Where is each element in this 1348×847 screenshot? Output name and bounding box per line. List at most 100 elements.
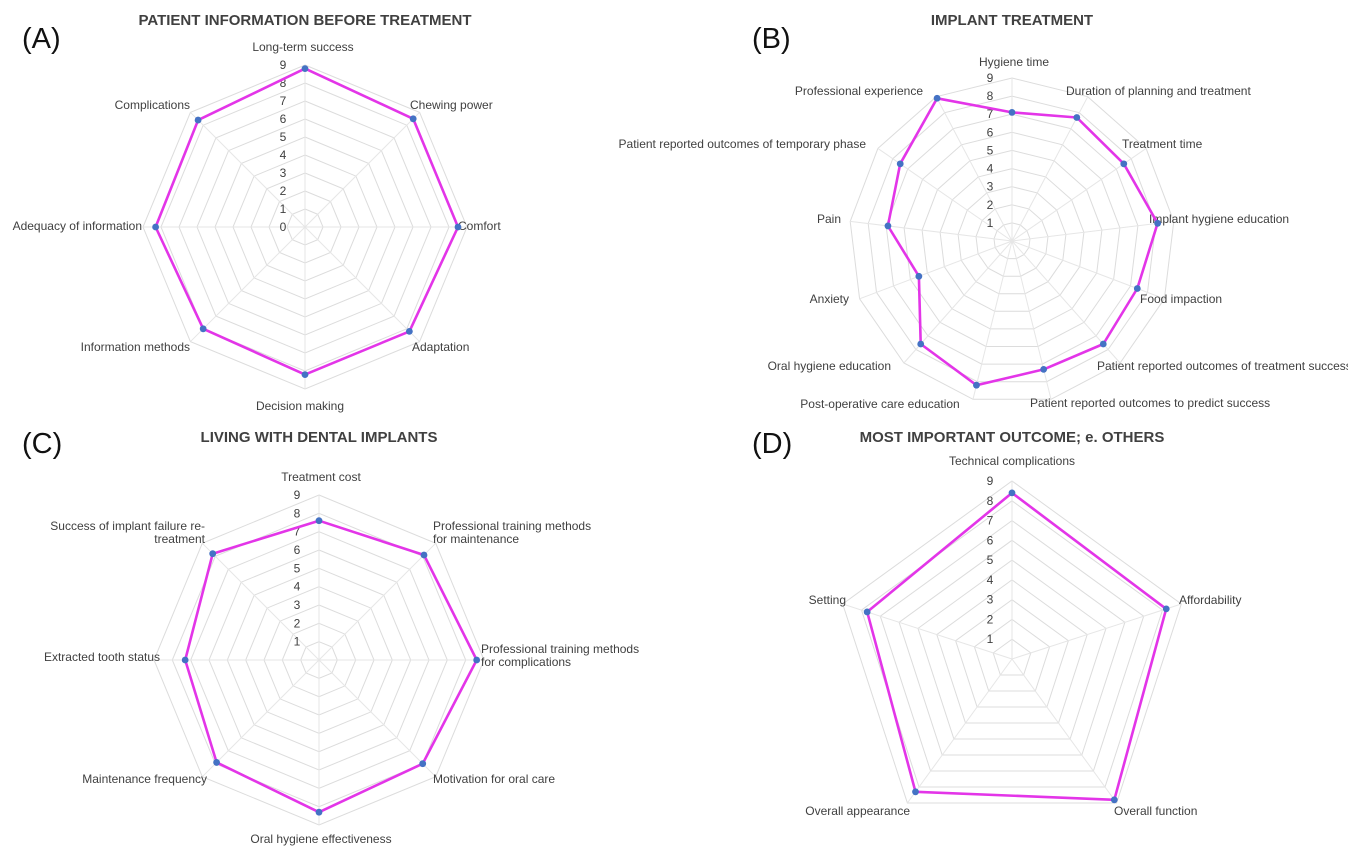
grid-ring	[867, 95, 1157, 383]
tick-label: 8	[987, 494, 994, 508]
grid-ring	[885, 113, 1139, 365]
grid-ring	[992, 638, 1032, 676]
data-point	[973, 381, 980, 389]
category-label: Extracted tooth status	[44, 650, 160, 664]
tick-label: 3	[280, 166, 287, 180]
data-point	[301, 65, 309, 72]
category-label: Professional training methods for mainten…	[433, 519, 591, 546]
grid-ring	[939, 168, 1085, 312]
axis-spoke	[190, 226, 306, 342]
category-label: Chewing power	[410, 98, 493, 112]
series-line	[865, 491, 1168, 802]
tick-label: 2	[280, 184, 287, 198]
tick-label: 7	[987, 514, 994, 528]
tick-label: 1	[987, 632, 994, 646]
category-label: Overall appearance	[805, 804, 910, 818]
series-line	[183, 519, 479, 814]
panel-title: PATIENT INFORMATION BEFORE TREATMENT	[138, 12, 471, 29]
data-point	[1099, 340, 1107, 348]
tick-label: 7	[987, 107, 994, 121]
category-label: Maintenance frequency	[82, 772, 207, 786]
data-point	[209, 550, 217, 558]
data-point	[933, 94, 941, 102]
category-label: Implant hygiene education	[1149, 212, 1289, 226]
grid-ring	[993, 222, 1031, 260]
data-point	[1008, 109, 1016, 116]
tick-label: 9	[294, 488, 301, 502]
axis-spoke	[1011, 96, 1089, 242]
data-point	[915, 272, 923, 280]
panel-letter: (B)	[752, 23, 791, 55]
category-label: Duration of planning and treatment	[1066, 84, 1251, 98]
category-label: Success of implant failure re-treatment	[50, 519, 205, 546]
series-line	[886, 97, 1159, 387]
category-label: Hygiene time	[979, 55, 1049, 69]
data-point	[912, 788, 919, 796]
data-point	[1120, 160, 1128, 168]
tick-label: 9	[987, 71, 994, 85]
tick-label: 1	[294, 635, 301, 649]
data-point	[1110, 796, 1118, 804]
data-point	[896, 160, 904, 168]
category-label: Treatment cost	[281, 470, 361, 484]
data-point	[420, 551, 428, 559]
data-point	[301, 371, 309, 378]
category-label: Food impaction	[1140, 292, 1222, 306]
tick-label: 8	[987, 89, 994, 103]
category-label: Patient reported outcomes of temporary p…	[619, 137, 867, 151]
category-label: Information methods	[81, 340, 190, 354]
category-label: Overall function	[1114, 804, 1197, 818]
axis-spoke	[304, 226, 420, 342]
axis-spoke	[842, 603, 1013, 660]
category-label: Setting	[809, 593, 846, 607]
data-point	[213, 759, 220, 766]
category-label: Professional experience	[795, 84, 923, 98]
radar-panel-1: (A) PATIENT INFORMATION BEFORE TREATMENT 0…	[13, 12, 502, 413]
tick-label: 8	[280, 76, 287, 90]
category-label: Motivation for oral care	[433, 772, 555, 786]
category-label: Adaptation	[412, 340, 469, 354]
category-label: Complications	[115, 98, 190, 112]
tick-label: 4	[294, 580, 301, 594]
grid-ring	[921, 149, 1103, 330]
category-label: Adequacy of information	[13, 219, 142, 233]
category-label: Professional training methods for complic…	[481, 642, 639, 669]
axis-spoke	[1011, 658, 1118, 804]
category-label: Oral hygiene education	[768, 359, 891, 373]
category-label: Technical complications	[949, 454, 1075, 468]
tick-label: 6	[987, 533, 994, 547]
category-label: Oral hygiene effectiveness	[250, 832, 391, 846]
data-point	[1133, 285, 1141, 292]
grid-ring	[936, 579, 1088, 724]
panel-letter: (D)	[752, 428, 792, 460]
tick-label: 5	[987, 143, 994, 157]
category-label: Post-operative care education	[800, 397, 959, 411]
data-point	[1040, 365, 1048, 373]
tick-label: 8	[294, 506, 301, 520]
grid-ring	[917, 559, 1107, 740]
axis-spoke	[935, 96, 1013, 242]
tick-label: 5	[294, 561, 301, 575]
tick-label: 5	[280, 130, 287, 144]
grid-ring	[975, 204, 1049, 277]
radar-panel-4: (D) MOST IMPORTANT OUTCOME; e. OTHERS 1 2 3 4…	[752, 428, 1241, 818]
panel-title: IMPLANT TREATMENT	[931, 12, 1093, 29]
axis-spoke	[201, 542, 320, 661]
axis-spoke	[1011, 240, 1052, 400]
tick-label: 3	[987, 593, 994, 607]
axis-spoke	[201, 659, 320, 778]
data-point	[884, 222, 892, 230]
axis-spoke	[1011, 240, 1165, 300]
grid-ring	[973, 618, 1051, 692]
data-point	[454, 223, 462, 231]
data-point	[473, 656, 481, 664]
axis-spoke	[190, 112, 306, 228]
axis-spoke	[318, 542, 437, 661]
data-point	[409, 115, 417, 123]
data-point	[315, 517, 323, 525]
tick-label: 2	[987, 198, 994, 212]
data-point	[315, 808, 323, 816]
tick-label: 5	[987, 553, 994, 567]
data-point	[1154, 219, 1162, 227]
data-point	[181, 656, 189, 664]
